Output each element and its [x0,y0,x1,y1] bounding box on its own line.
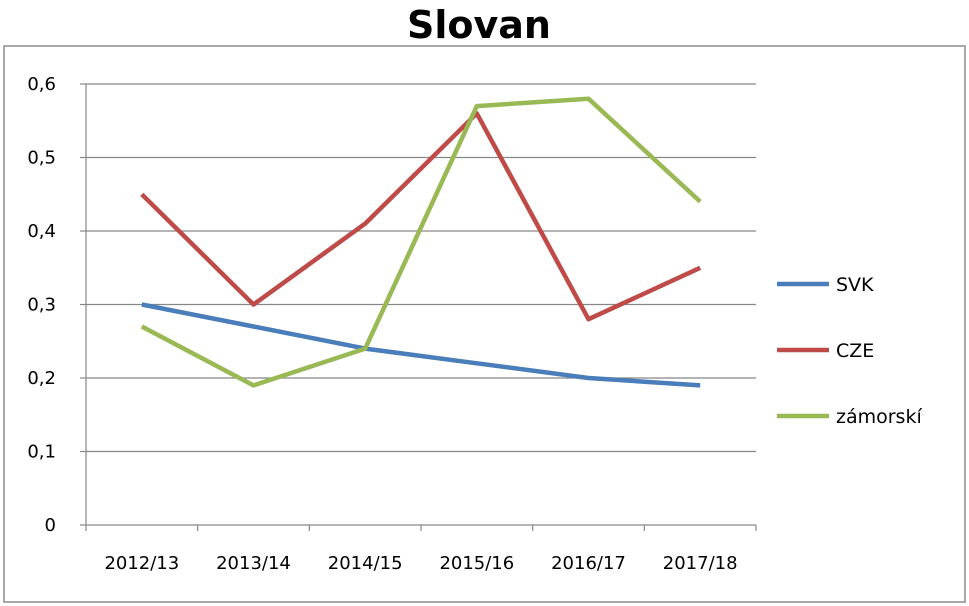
y-tick-label: 0,3 [27,295,56,316]
y-tick-label: 0,2 [27,368,56,389]
chart-title: Slovan [407,3,551,47]
chart-area-border [3,45,966,603]
series-lines [140,96,702,388]
y-tick-label: 0,5 [27,148,56,169]
series-line-SVK [141,302,701,388]
y-tick-label: 0,4 [27,221,56,242]
legend-label: zámorskí [836,406,922,428]
x-tick-label: 2014/15 [328,553,403,574]
y-tick-label: 0,6 [27,74,56,95]
gridlines [86,83,756,453]
legend: SVK CZE zámorskí [777,274,922,428]
y-tick-label: 0,1 [27,442,56,463]
series-line-CZE [140,111,702,322]
x-tick-label: 2012/13 [104,553,179,574]
legend-label: SVK [836,274,874,296]
x-tick-label: 2013/14 [216,553,291,574]
x-tick-label: 2017/18 [663,553,738,574]
axes: 0 0,1 0,2 0,3 0,4 0,5 0,6 2012/13 2013/14 2014/15… [27,74,757,574]
x-tick-label: 2016/17 [551,553,626,574]
legend-label: CZE [836,340,874,362]
x-tick-label: 2015/16 [439,553,514,574]
series-line-zámorskí [140,96,702,388]
y-tick-label: 0 [45,515,56,536]
